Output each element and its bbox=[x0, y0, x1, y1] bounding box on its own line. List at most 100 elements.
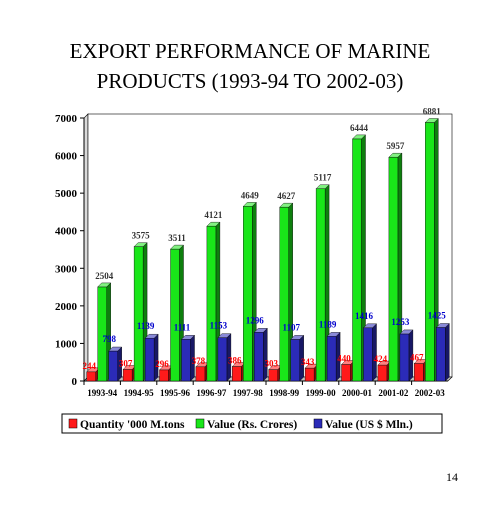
y-tick-label: 4000 bbox=[55, 226, 78, 238]
bar-front bbox=[363, 327, 373, 382]
bar-side bbox=[372, 323, 377, 382]
x-tick-label: 1996-97 bbox=[196, 388, 226, 398]
data-label-value-rs: 5957 bbox=[386, 141, 405, 151]
y-tick-label: 0 bbox=[72, 376, 78, 388]
page-number: 14 bbox=[446, 470, 458, 484]
data-label-value-rs: 5117 bbox=[314, 173, 332, 183]
legend-swatch-value-rs bbox=[195, 418, 205, 429]
data-label-quantity: 467 bbox=[410, 352, 424, 362]
bar-front bbox=[206, 225, 217, 382]
data-label-value-rs: 4627 bbox=[277, 191, 296, 201]
bar-side bbox=[153, 333, 159, 382]
data-label-value-usd: 1425 bbox=[428, 310, 447, 320]
y-tick-label: 2000 bbox=[55, 301, 78, 313]
bar-front bbox=[122, 369, 133, 382]
x-tick-label: 1995-96 bbox=[160, 388, 190, 398]
data-label-value-usd: 1253 bbox=[391, 317, 410, 327]
bar-front bbox=[181, 339, 191, 382]
bar-value-usd bbox=[435, 322, 450, 382]
bar-top bbox=[133, 242, 148, 247]
data-label-quantity: 343 bbox=[301, 357, 315, 367]
bar-side bbox=[445, 322, 450, 382]
data-label-value-usd: 1189 bbox=[319, 319, 337, 329]
bar-front bbox=[268, 369, 278, 382]
bar-top bbox=[170, 244, 184, 250]
bar-front bbox=[304, 367, 315, 382]
bar-top bbox=[352, 134, 366, 140]
data-label-quantity: 424 bbox=[374, 354, 388, 364]
bar-top bbox=[242, 202, 257, 207]
y-tick-label: 1000 bbox=[55, 338, 78, 350]
data-label-value-usd: 1153 bbox=[210, 321, 228, 331]
bar-top bbox=[363, 323, 377, 328]
bar-top bbox=[217, 333, 232, 338]
bar-value-rs bbox=[424, 117, 439, 382]
bar-value-usd bbox=[253, 327, 268, 382]
data-label-quantity: 244 bbox=[82, 361, 96, 371]
bar-front bbox=[108, 350, 118, 382]
chart-bars bbox=[86, 117, 450, 382]
bar-front bbox=[133, 246, 144, 382]
bar-value-usd bbox=[144, 333, 159, 382]
data-label-value-rs: 3511 bbox=[168, 233, 186, 243]
bar-top bbox=[424, 118, 439, 123]
legend-label-quantity: Quantity '000 M.tons bbox=[80, 419, 185, 431]
x-tick-label: 2001-02 bbox=[378, 388, 408, 398]
chart-legend: Quantity '000 M.tons Value (Rs. Crores) Va… bbox=[61, 413, 443, 434]
data-label-quantity: 303 bbox=[264, 359, 278, 369]
bar-top bbox=[181, 335, 195, 340]
chart-title: EXPORT PERFORMANCE OF MARINE PRODUCTS (1… bbox=[0, 36, 500, 96]
data-label-value-rs: 2504 bbox=[95, 271, 114, 281]
bar-front bbox=[243, 206, 253, 382]
bar-top bbox=[315, 184, 330, 189]
x-tick-label: 2002-03 bbox=[415, 388, 445, 398]
x-tick-label: 1993-94 bbox=[87, 388, 117, 398]
bar-top bbox=[326, 332, 341, 337]
bar-value-usd bbox=[363, 323, 377, 382]
bar-value-usd bbox=[326, 331, 341, 382]
bar-value-usd bbox=[290, 334, 305, 382]
data-label-value-rs: 4121 bbox=[204, 210, 223, 220]
bar-front bbox=[352, 138, 362, 382]
bar-value-usd bbox=[399, 329, 414, 382]
bar-side bbox=[263, 327, 268, 382]
bar-value-usd bbox=[217, 333, 232, 382]
y-tick-label: 6000 bbox=[55, 151, 78, 163]
legend-swatch-quantity bbox=[68, 418, 78, 429]
bar-top bbox=[253, 328, 268, 333]
bar-front bbox=[254, 332, 264, 382]
bar-top bbox=[206, 221, 221, 227]
bar-top bbox=[290, 335, 305, 340]
bar-top bbox=[97, 282, 112, 288]
bar-front bbox=[232, 366, 242, 382]
legend-label-value-usd: Value (US $ Mln.) bbox=[325, 418, 413, 431]
x-tick-label: 1998-99 bbox=[269, 388, 299, 398]
bar-front bbox=[315, 188, 326, 382]
data-label-quantity: 378 bbox=[192, 356, 206, 366]
data-label-value-rs: 4649 bbox=[241, 190, 260, 200]
data-label-value-usd: 1416 bbox=[355, 311, 374, 321]
data-label-quantity: 307 bbox=[119, 358, 133, 368]
y-tick-label: 5000 bbox=[55, 188, 78, 200]
bar-top bbox=[388, 152, 403, 158]
bar-top bbox=[279, 202, 294, 208]
y-tick-label: 7000 bbox=[55, 113, 78, 125]
bar-front bbox=[414, 363, 424, 382]
chart-title-line-1: EXPORT PERFORMANCE OF MARINE bbox=[69, 39, 431, 63]
bar-front bbox=[279, 206, 289, 382]
x-tick-label: 1997-98 bbox=[233, 388, 263, 398]
bar-front bbox=[399, 333, 410, 382]
data-label-quantity: 440 bbox=[337, 353, 351, 363]
data-label-value-usd: 1296 bbox=[246, 315, 265, 325]
x-tick-label: 1999-00 bbox=[306, 388, 336, 398]
bar-front bbox=[86, 371, 96, 382]
x-tick-label: 1994-95 bbox=[124, 388, 154, 398]
y-tick-label: 3000 bbox=[55, 263, 78, 275]
legend-swatch-value-usd bbox=[313, 418, 323, 429]
bar-front bbox=[159, 369, 169, 382]
data-label-value-rs: 6444 bbox=[350, 123, 369, 133]
bar-front bbox=[436, 327, 446, 382]
bar-value-usd bbox=[108, 346, 123, 382]
chart-title-line-2: PRODUCTS (1993-94 TO 2002-03) bbox=[96, 69, 404, 93]
legend-box bbox=[61, 413, 443, 434]
